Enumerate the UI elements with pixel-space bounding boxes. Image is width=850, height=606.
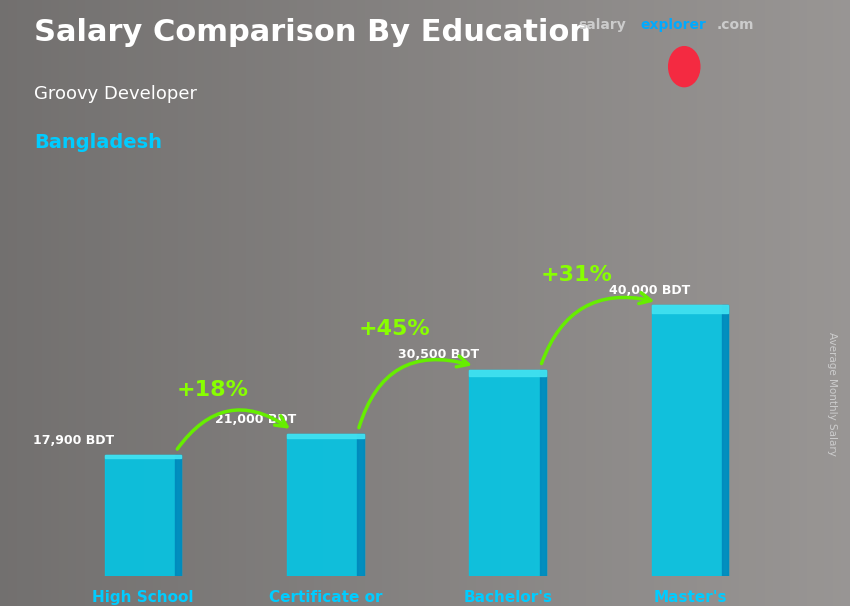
Text: Groovy Developer: Groovy Developer	[34, 85, 197, 103]
Bar	[358, 434, 364, 576]
Text: +45%: +45%	[359, 319, 430, 339]
Text: explorer: explorer	[640, 18, 705, 32]
Bar	[722, 305, 728, 576]
Text: Bangladesh: Bangladesh	[34, 133, 162, 152]
Text: .com: .com	[717, 18, 754, 32]
Circle shape	[669, 47, 700, 87]
Text: +18%: +18%	[176, 380, 248, 400]
Bar	[287, 434, 364, 438]
Text: 40,000 BDT: 40,000 BDT	[609, 284, 691, 297]
Bar	[469, 370, 546, 576]
Bar	[105, 454, 181, 458]
Text: 21,000 BDT: 21,000 BDT	[215, 413, 297, 425]
Bar	[105, 454, 181, 576]
Text: 30,500 BDT: 30,500 BDT	[398, 348, 479, 361]
Bar	[652, 305, 728, 576]
Text: 17,900 BDT: 17,900 BDT	[33, 434, 114, 447]
Bar	[652, 305, 728, 313]
Text: salary: salary	[578, 18, 626, 32]
Bar	[540, 370, 546, 576]
Bar	[469, 370, 546, 376]
Text: Salary Comparison By Education: Salary Comparison By Education	[34, 18, 591, 47]
Bar	[175, 454, 181, 576]
Text: Average Monthly Salary: Average Monthly Salary	[827, 332, 837, 456]
Text: +31%: +31%	[541, 265, 613, 285]
Bar	[287, 434, 364, 576]
